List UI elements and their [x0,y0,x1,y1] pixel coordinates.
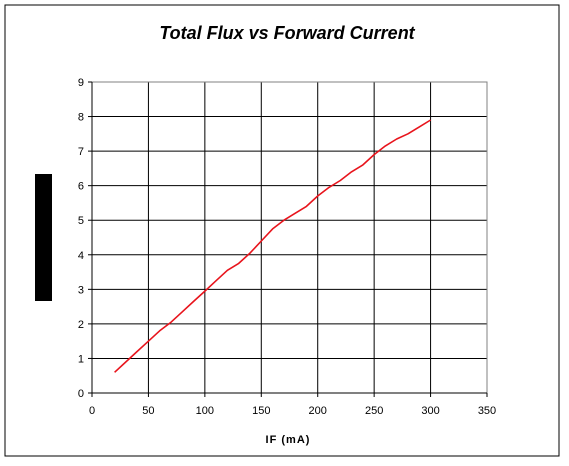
redaction-block [35,174,52,301]
y-tick-label: 5 [78,215,84,227]
axis-ticks: 0 1 2 3 4 5 6 7 8 9 0 50 100 150 200 250 300 350 [78,77,496,417]
y-tick-label: 4 [78,250,84,262]
chart-title: Total Flux vs Forward Current [159,23,415,43]
y-tick-label: 2 [78,319,84,331]
x-tick-label: 200 [309,405,327,417]
y-tick-label: 0 [78,388,84,400]
y-tick-label: 7 [78,146,84,158]
chart-border [4,4,560,457]
series-line [114,119,432,373]
y-tick-label: 6 [78,181,84,193]
x-tick-label: 250 [365,405,383,417]
x-tick-label: 350 [478,405,496,417]
x-tick-label: 100 [196,405,214,417]
y-tick-label: 1 [78,353,84,365]
series-layer [114,119,432,373]
grid [92,82,487,393]
x-axis-label: IF (mA) [266,434,311,446]
y-tick-label: 8 [78,112,84,124]
x-tick-label: 150 [252,405,270,417]
y-tick-label: 3 [78,284,84,296]
y-tick-label: 9 [78,77,84,89]
x-tick-label: 50 [142,405,154,417]
x-tick-label: 0 [89,405,95,417]
x-tick-label: 300 [421,405,439,417]
